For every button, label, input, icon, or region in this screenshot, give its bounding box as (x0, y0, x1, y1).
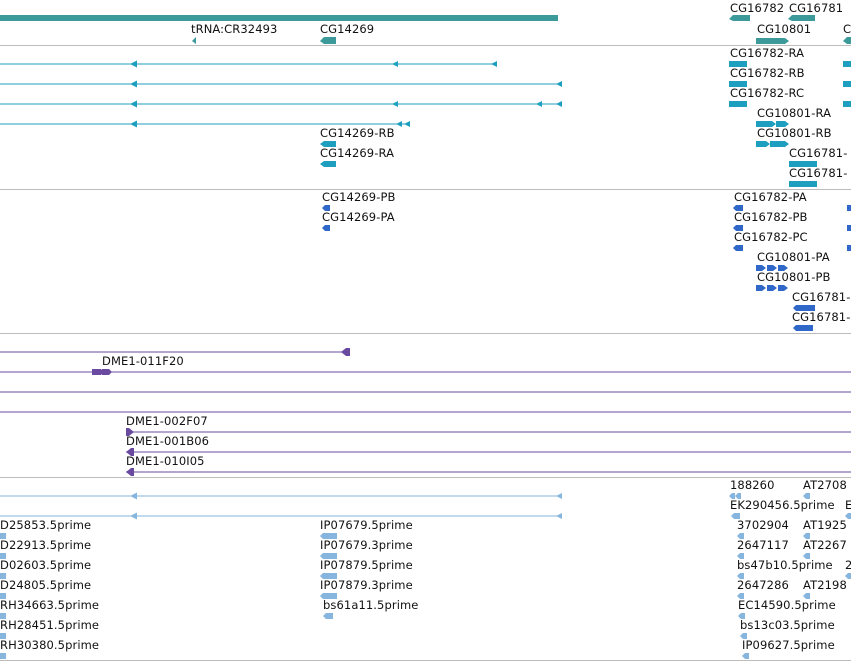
clone-track: DME1-011F20 DME1-002F07 DME1-001B06 DME1… (0, 334, 851, 477)
gene-label[interactable]: C (843, 22, 851, 36)
clone-features[interactable] (0, 334, 851, 477)
transcript-features[interactable] (0, 46, 851, 189)
transcript-label[interactable]: CG16782-RA (730, 46, 805, 60)
est-label[interactable]: RH34663.5prime (0, 598, 100, 612)
transcript-label[interactable]: CG14269-RA (320, 146, 395, 160)
est-label[interactable]: AT1925 (803, 518, 847, 532)
est-label[interactable]: bs47b10.5prime (737, 558, 833, 572)
protein-features[interactable] (0, 190, 851, 333)
protein-label[interactable]: CG14269-PB (322, 190, 396, 204)
est-track: 188260 AT2708 EK290456.5prime E D25853.5… (0, 478, 851, 661)
est-label[interactable]: 2647117 (737, 538, 789, 552)
clone-label[interactable]: DME1-001B06 (126, 434, 210, 448)
transcript-label[interactable]: CG10801-RA (757, 106, 832, 120)
transcript-track: CG16782-RA CG16782-RB CG16782-RC CG10801… (0, 46, 851, 189)
est-label[interactable]: IP07679.3prime (320, 538, 413, 552)
track-separator (0, 45, 851, 46)
est-features[interactable] (0, 478, 851, 661)
clone-label[interactable]: DME1-011F20 (102, 354, 184, 368)
est-label[interactable]: IP07679.5prime (320, 518, 413, 532)
est-label[interactable]: AT2708 (803, 478, 847, 492)
gene-label[interactable]: CG10801 (757, 22, 812, 36)
clone-label[interactable]: DME1-010I05 (126, 454, 205, 468)
est-label[interactable]: D22913.5prime (0, 538, 92, 552)
gene-label[interactable]: tRNA:CR32493 (191, 22, 278, 36)
gene-track: CG16782 CG16781 tRNA:CR32493 CG14269 CG1… (0, 0, 851, 45)
transcript-label[interactable]: CG14269-RB (320, 126, 395, 140)
est-label[interactable]: D24805.5prime (0, 578, 92, 592)
est-label[interactable]: EC14590.5prime (738, 598, 836, 612)
est-label[interactable]: IP07879.5prime (320, 558, 413, 572)
est-label[interactable]: 3702904 (737, 518, 789, 532)
gene-label[interactable]: CG16781 (789, 1, 844, 15)
gene-label[interactable]: CG14269 (320, 22, 375, 36)
est-label[interactable]: 188260 (730, 478, 775, 492)
track-separator (0, 477, 851, 478)
protein-label[interactable]: CG16782-PB (734, 210, 808, 224)
protein-label[interactable]: CG16782-PC (734, 230, 808, 244)
clone-label[interactable]: DME1-002F07 (126, 414, 208, 428)
est-label[interactable]: D02603.5prime (0, 558, 92, 572)
protein-label[interactable]: CG14269-PA (322, 210, 395, 224)
protein-label[interactable]: CG16782-PA (734, 190, 807, 204)
protein-track: CG14269-PB CG14269-PA CG16782-PA CG16782… (0, 190, 851, 333)
gene-label[interactable]: CG16782 (730, 1, 785, 15)
protein-label[interactable]: CG16781- (792, 290, 851, 304)
est-label[interactable]: EK290456.5prime (730, 498, 835, 512)
est-label[interactable]: RH28451.5prime (0, 618, 100, 632)
est-label[interactable]: AT2198 (803, 578, 847, 592)
est-label[interactable]: IP09627.5prime (742, 638, 835, 652)
transcript-label[interactable]: CG10801-RB (757, 126, 832, 140)
est-label[interactable]: 2 (845, 558, 851, 572)
transcript-label[interactable]: CG16782-RC (730, 86, 805, 100)
est-label[interactable]: bs13c03.5prime (740, 618, 835, 632)
transcript-label[interactable]: CG16781- (789, 146, 848, 160)
est-label[interactable]: IP07879.3prime (320, 578, 413, 592)
protein-label[interactable]: CG16781- (792, 310, 851, 324)
est-label[interactable]: bs61a11.5prime (323, 598, 419, 612)
protein-label[interactable]: CG10801-PA (757, 250, 830, 264)
est-label[interactable]: AT2267 (803, 538, 847, 552)
transcript-label[interactable]: CG16781- (789, 166, 848, 180)
protein-label[interactable]: CG10801-PB (757, 270, 831, 284)
transcript-label[interactable]: CG16782-RB (730, 66, 805, 80)
est-label[interactable]: RH30380.5prime (0, 638, 100, 652)
track-separator (0, 333, 851, 334)
est-label[interactable]: E (845, 498, 851, 512)
track-separator (0, 189, 851, 190)
est-label[interactable]: 2647286 (737, 578, 789, 592)
est-label[interactable]: D25853.5prime (0, 518, 92, 532)
gene-features[interactable] (0, 0, 851, 45)
